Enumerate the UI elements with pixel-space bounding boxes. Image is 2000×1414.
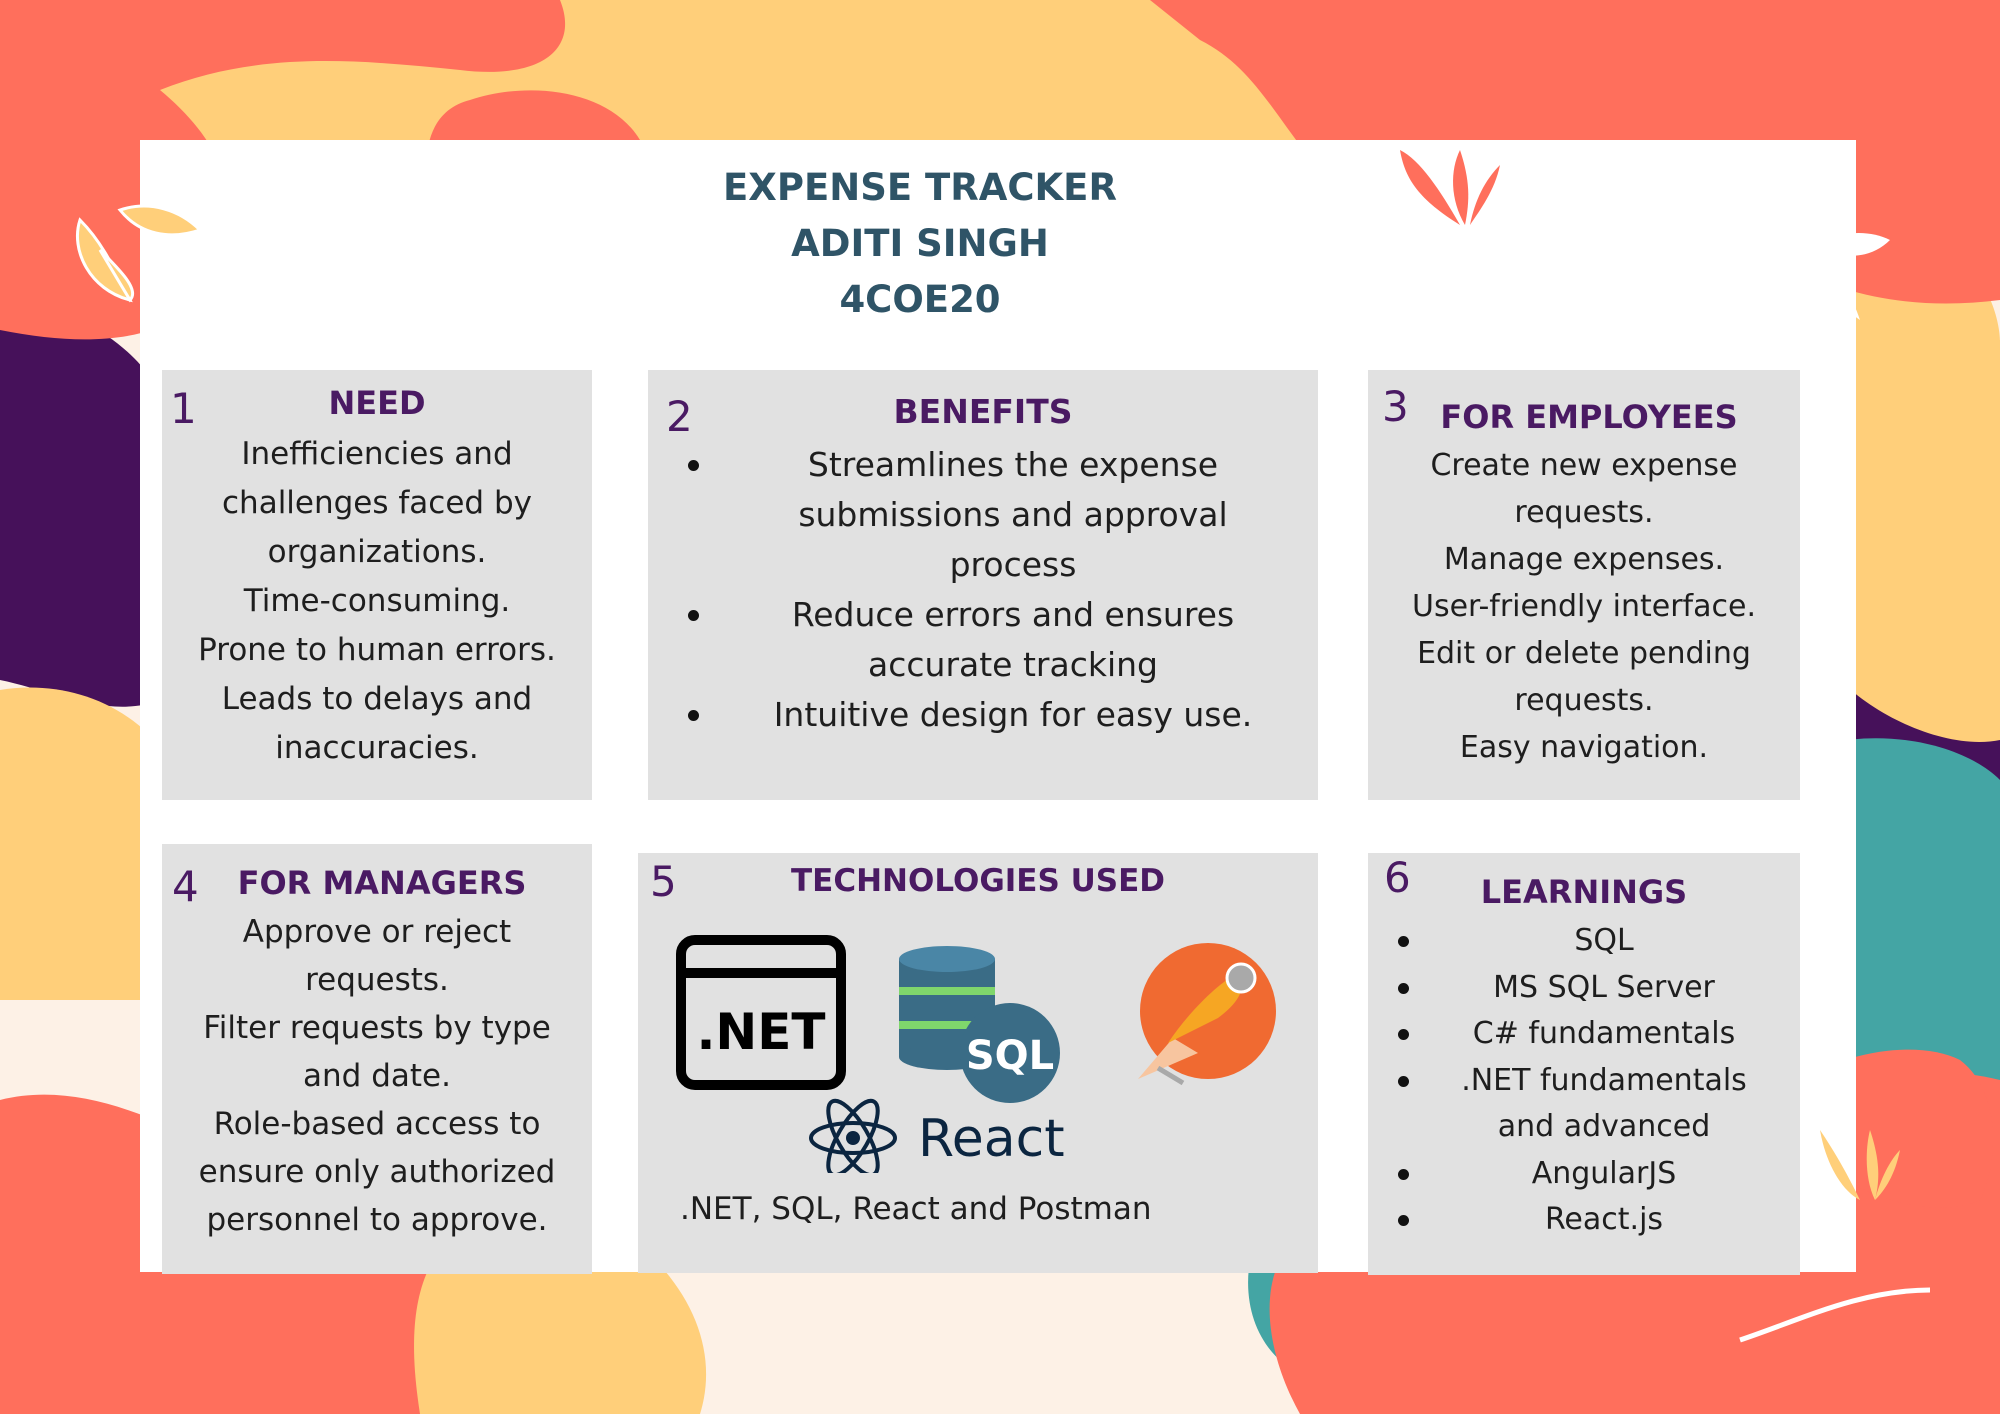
- text-line: Leads to delays and: [221, 681, 533, 717]
- technologies-caption: .NET, SQL, React and Postman: [680, 1191, 1152, 1227]
- react-logo-label: React: [918, 1109, 1065, 1169]
- panel-technologies: 5 TECHNOLOGIES USED .NET SQL: [638, 853, 1318, 1273]
- panel-title: BENEFITS: [893, 392, 1073, 431]
- list-item: .NET fundamentals and advanced: [1398, 1058, 1780, 1151]
- panel-number: 5: [650, 857, 677, 906]
- panel-text: Inefficiencies and challenges faced by o…: [162, 430, 592, 773]
- author-name: ADITI SINGH: [791, 222, 1049, 265]
- text-line: ensure only authorized: [198, 1154, 556, 1190]
- list-item: Intuitive design for easy use.: [688, 690, 1298, 740]
- dotnet-logo-label: .NET: [696, 1003, 825, 1061]
- learnings-list: SQL MS SQL Server C# fundamentals .NET f…: [1398, 918, 1780, 1244]
- database-icon: SQL: [899, 946, 1060, 1103]
- text-line: AngularJS: [1531, 1155, 1677, 1191]
- text-line: User-friendly interface.: [1412, 589, 1756, 624]
- list-item: C# fundamentals: [1398, 1011, 1780, 1058]
- panel-number: 4: [172, 862, 199, 911]
- text-line: personnel to approve.: [206, 1202, 548, 1238]
- text-line: Prone to human errors.: [198, 632, 556, 668]
- panel-need: 1 NEED Inefficiencies and challenges fac…: [162, 370, 592, 800]
- text-line: SQL: [1574, 923, 1634, 958]
- text-line: requests.: [305, 962, 449, 998]
- panel-title: FOR MANAGERS: [237, 864, 527, 902]
- text-line: accurate tracking: [868, 645, 1158, 684]
- panel-title: LEARNINGS: [1480, 873, 1688, 911]
- panel-title: NEED: [328, 384, 426, 422]
- list-item: MS SQL Server: [1398, 965, 1780, 1012]
- panel-number: 2: [666, 392, 693, 441]
- panel-for-employees: 3 FOR EMPLOYEES Create new expense reque…: [1368, 370, 1800, 800]
- panel-title: FOR EMPLOYEES: [1440, 398, 1738, 436]
- text-line: Edit or delete pending: [1417, 636, 1751, 671]
- text-line: .NET fundamentals: [1461, 1062, 1747, 1098]
- panel-benefits: 2 BENEFITS Streamlines the expense submi…: [648, 370, 1318, 800]
- text-line: and advanced: [1497, 1109, 1711, 1144]
- list-item: AngularJS: [1398, 1151, 1780, 1198]
- text-line: Easy navigation.: [1459, 730, 1709, 765]
- text-line: Intuitive design for easy use.: [773, 695, 1253, 734]
- text-line: and date.: [303, 1058, 451, 1094]
- panel-for-managers: 4 FOR MANAGERS Approve or reject request…: [162, 844, 592, 1274]
- leaf-decoration-right: [1730, 233, 1890, 320]
- panel-title: TECHNOLOGIES USED: [791, 863, 1165, 899]
- postman-logo: [1138, 943, 1276, 1086]
- text-line: organizations.: [267, 534, 487, 570]
- list-item: Reduce errors and ensures accurate track…: [688, 590, 1298, 690]
- list-item: SQL: [1398, 918, 1780, 965]
- panel-text: Create new expense requests. Manage expe…: [1368, 442, 1800, 771]
- tech-logos: .NET SQL React: [676, 935, 1276, 1173]
- panel-number: 6: [1384, 853, 1411, 902]
- text-line: requests.: [1514, 683, 1654, 718]
- list-item: Streamlines the expense submissions and …: [688, 440, 1298, 590]
- sql-logo-label: SQL: [966, 1033, 1054, 1079]
- text-line: Create new expense: [1430, 448, 1738, 483]
- list-item: React.js: [1398, 1197, 1780, 1244]
- poster-header: EXPENSE TRACKER ADITI SINGH 4COE20: [640, 160, 1200, 328]
- text-line: process: [949, 545, 1077, 584]
- panel-number: 3: [1382, 382, 1409, 431]
- text-line: React.js: [1544, 1202, 1664, 1237]
- text-line: challenges faced by: [222, 485, 532, 521]
- purple-blob-left: [0, 313, 160, 707]
- dotnet-logo: .NET: [676, 935, 846, 1090]
- white-swoosh: [1739, 1287, 1931, 1343]
- leaf-decoration-bottom-right: [1820, 1130, 1900, 1200]
- leaf-decoration-top-right: [1400, 150, 1500, 225]
- text-line: C# fundamentals: [1472, 1016, 1736, 1051]
- text-line: inaccuracies.: [275, 730, 479, 766]
- text-line: Streamlines the expense: [807, 445, 1219, 484]
- leaf-decoration-top-left: [75, 204, 203, 303]
- text-line: MS SQL Server: [1493, 969, 1715, 1005]
- text-line: submissions and approval: [798, 495, 1228, 534]
- text-line: Role-based access to: [213, 1106, 541, 1142]
- benefits-list: Streamlines the expense submissions and …: [688, 440, 1298, 740]
- panel-text: Approve or reject requests. Filter reque…: [162, 908, 592, 1244]
- panel-learnings: 6 LEARNINGS SQL MS SQL Server C# fundame…: [1368, 853, 1800, 1275]
- text-line: Manage expenses.: [1443, 542, 1725, 577]
- text-line: Filter requests by type: [203, 1010, 551, 1046]
- panel-number: 1: [170, 384, 197, 433]
- text-line: Reduce errors and ensures: [791, 595, 1235, 634]
- poster-title: EXPENSE TRACKER: [723, 166, 1117, 209]
- text-line: requests.: [1514, 495, 1654, 530]
- text-line: Approve or reject: [242, 914, 512, 950]
- text-line: Time-consuming.: [243, 583, 511, 619]
- react-logo: React: [809, 1098, 1065, 1173]
- text-line: Inefficiencies and: [241, 436, 513, 472]
- course-code: 4COE20: [839, 278, 1001, 321]
